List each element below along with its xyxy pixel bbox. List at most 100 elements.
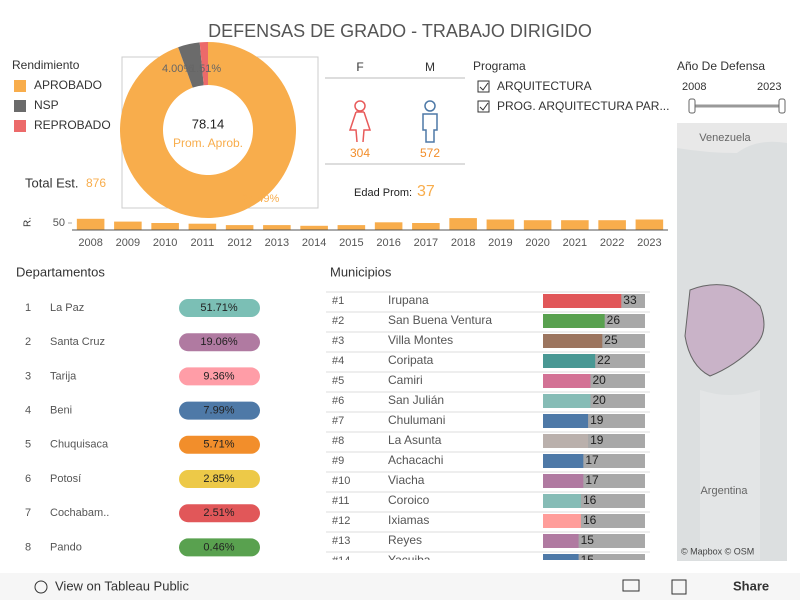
bar bbox=[225, 225, 254, 230]
x-tick-label: 2023 bbox=[637, 237, 661, 249]
rank: #7 bbox=[332, 415, 344, 427]
bar bbox=[412, 223, 440, 230]
x-tick-label: 2018 bbox=[451, 237, 475, 249]
checkbox[interactable] bbox=[477, 80, 490, 93]
donut-label: 4.00% bbox=[162, 63, 193, 75]
municipio-name: Reyes bbox=[388, 533, 422, 547]
bar bbox=[635, 219, 664, 230]
bar bbox=[543, 354, 596, 368]
bar bbox=[543, 314, 605, 328]
checkbox-label: ARQUITECTURA bbox=[497, 79, 592, 93]
bar bbox=[337, 225, 366, 230]
share: 0.46% bbox=[203, 541, 234, 553]
x-tick-label: 2016 bbox=[376, 237, 400, 249]
municipio-name: Villa Montes bbox=[388, 333, 453, 347]
donut-center-value: 78.14 bbox=[192, 116, 225, 131]
donut-slice bbox=[199, 42, 208, 86]
bar-value: 20 bbox=[592, 393, 606, 407]
bar bbox=[300, 225, 328, 230]
section-title: Departamentos bbox=[16, 264, 105, 279]
legend-label: APROBADO bbox=[34, 78, 102, 92]
department-name: Beni bbox=[50, 405, 72, 417]
share: 51.71% bbox=[200, 302, 238, 314]
pill bbox=[179, 367, 260, 386]
share: 2.51% bbox=[203, 507, 234, 519]
donut-label: 94.49% bbox=[242, 193, 280, 205]
share: 9.36% bbox=[203, 370, 234, 382]
slider-from: 2008 bbox=[682, 81, 706, 93]
toolbar bbox=[0, 573, 800, 600]
bar-background bbox=[543, 554, 645, 560]
slider-handle[interactable] bbox=[688, 98, 696, 114]
bar bbox=[561, 220, 589, 230]
legend-swatch bbox=[14, 80, 26, 92]
x-tick-label: 2013 bbox=[265, 237, 289, 249]
x-tick-label: 2008 bbox=[78, 237, 102, 249]
rank: #14 bbox=[332, 555, 350, 567]
age-label: Edad Prom: bbox=[354, 187, 412, 199]
bar-value: 16 bbox=[583, 493, 597, 507]
rank: 4 bbox=[25, 405, 31, 417]
toolbar-icons bbox=[34, 579, 687, 595]
y-tick-label: 50 bbox=[53, 217, 65, 229]
view-link[interactable]: View on Tableau Public bbox=[55, 578, 189, 593]
share: 2.85% bbox=[203, 473, 234, 485]
pill bbox=[179, 470, 260, 488]
pill bbox=[179, 538, 260, 557]
slider-handle[interactable] bbox=[778, 98, 786, 114]
share-button[interactable]: Share bbox=[733, 578, 769, 593]
rank: 6 bbox=[25, 473, 31, 485]
bar bbox=[543, 494, 581, 508]
donut-slice bbox=[178, 42, 204, 88]
bar-value: 19 bbox=[590, 433, 604, 447]
title: DEFENSAS DE GRADO - TRABAJO DIRIGIDO bbox=[208, 21, 592, 41]
checkbox[interactable] bbox=[477, 100, 490, 113]
share: 5.71% bbox=[203, 439, 234, 451]
f-value: 304 bbox=[350, 146, 370, 160]
rank: 1 bbox=[25, 302, 31, 314]
bar-value: 17 bbox=[585, 473, 599, 487]
rank: #5 bbox=[332, 375, 344, 387]
bar bbox=[523, 220, 552, 230]
bar bbox=[543, 514, 581, 528]
rank: 5 bbox=[25, 439, 31, 451]
x-tick-label: 2019 bbox=[488, 237, 512, 249]
f-label: F bbox=[356, 60, 363, 74]
bar-value: 15 bbox=[581, 533, 595, 547]
bar bbox=[263, 225, 291, 230]
bar-value: 25 bbox=[604, 333, 618, 347]
rank: 8 bbox=[25, 541, 31, 553]
female-icon bbox=[348, 100, 372, 143]
map-label: Argentina bbox=[700, 485, 748, 497]
bar bbox=[543, 414, 589, 428]
map-attribution: © Mapbox © OSM bbox=[681, 546, 754, 556]
rank: #3 bbox=[332, 335, 344, 347]
department-name: La Paz bbox=[50, 302, 84, 314]
rank: 7 bbox=[25, 507, 31, 519]
bar bbox=[543, 294, 622, 308]
bar bbox=[543, 474, 584, 488]
filter-title: Programa bbox=[473, 59, 526, 73]
bar bbox=[543, 374, 591, 388]
pill bbox=[179, 435, 260, 454]
bar bbox=[543, 394, 591, 408]
donut-slice bbox=[119, 42, 296, 219]
bar bbox=[598, 220, 626, 230]
rank: #4 bbox=[332, 355, 344, 367]
slider-to: 2023 bbox=[757, 81, 781, 93]
department-name: Pando bbox=[50, 541, 82, 553]
age-value: 37 bbox=[417, 183, 435, 200]
rank: 2 bbox=[25, 336, 31, 348]
x-tick-label: 2012 bbox=[227, 237, 251, 249]
bar bbox=[543, 534, 579, 548]
rank: #9 bbox=[332, 455, 344, 467]
x-tick-label: 2015 bbox=[339, 237, 363, 249]
bar-value: 26 bbox=[607, 313, 621, 327]
department-name: Potosí bbox=[50, 473, 81, 485]
m-label: M bbox=[425, 60, 435, 74]
map-label: Venezuela bbox=[699, 132, 751, 144]
bar-value: 20 bbox=[592, 373, 606, 387]
rank: #10 bbox=[332, 475, 350, 487]
x-tick-label: 2011 bbox=[191, 237, 215, 249]
